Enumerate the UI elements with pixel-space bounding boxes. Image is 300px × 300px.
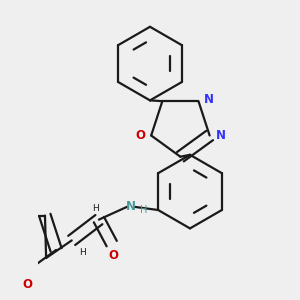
Text: N: N (215, 129, 225, 142)
Text: O: O (108, 249, 118, 262)
Text: O: O (135, 129, 146, 142)
Text: N: N (204, 93, 214, 106)
Text: H: H (140, 205, 147, 215)
Text: H: H (79, 248, 86, 257)
Text: O: O (22, 278, 32, 290)
Text: N: N (126, 200, 136, 213)
Text: H: H (92, 204, 99, 213)
